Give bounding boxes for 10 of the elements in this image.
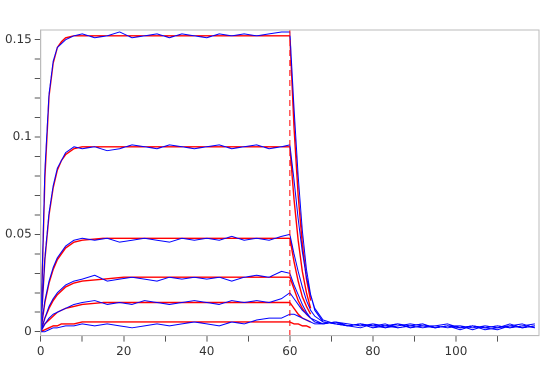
y-tick-label: 0: [24, 324, 32, 338]
x-tick-label: 100: [444, 344, 468, 358]
x-tick-label: 20: [116, 344, 132, 358]
x-tick-label: 60: [282, 344, 298, 358]
x-tick-label: 80: [365, 344, 381, 358]
x-tick-label: 40: [199, 344, 214, 358]
y-tick-label: 0.15: [5, 32, 32, 46]
y-tick-label: 0.1: [12, 129, 32, 144]
x-tick-label: 0: [36, 344, 45, 358]
y-tick-label: 0.05: [5, 226, 32, 241]
